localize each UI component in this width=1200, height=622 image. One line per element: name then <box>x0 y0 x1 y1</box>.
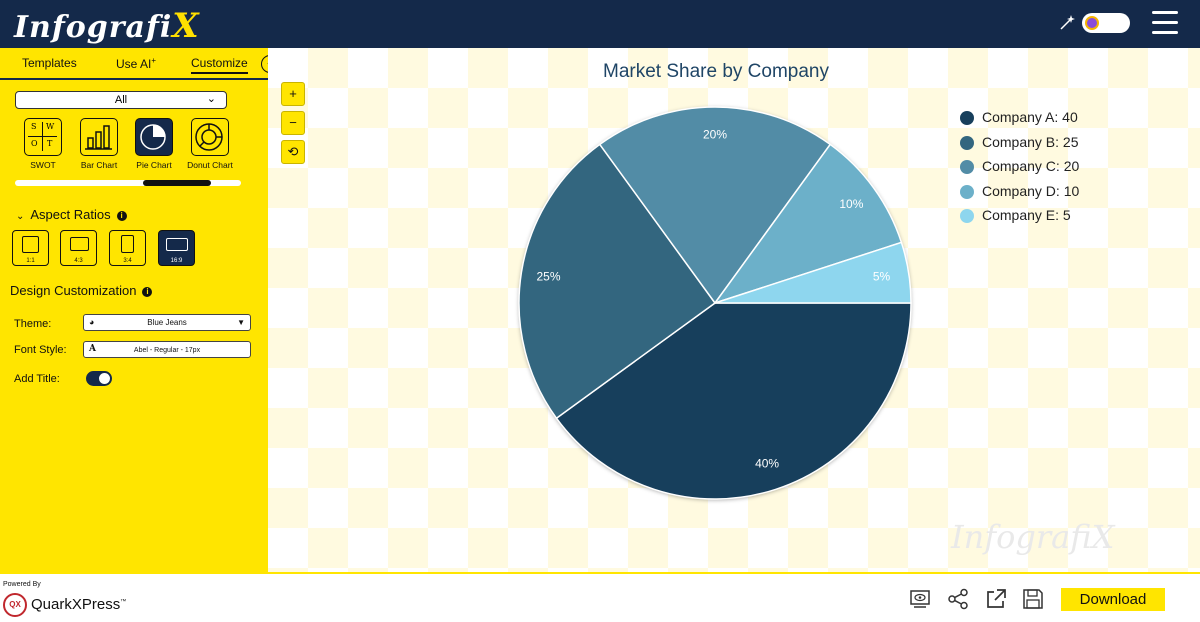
theme-label: Theme: <box>14 318 52 330</box>
slice-label: 5% <box>873 270 891 284</box>
pie-slice-company-c[interactable] <box>598 106 832 305</box>
qx-tm: ™ <box>120 599 127 605</box>
tab-use-ai[interactable]: Use AI+ <box>116 56 156 71</box>
ratio-label: 1:1 <box>26 258 35 264</box>
legend-label: Company E: 5 <box>982 207 1071 223</box>
download-button[interactable]: Download <box>1061 588 1165 611</box>
chart-filter-value: All <box>114 94 128 106</box>
bar-chart-icon <box>85 125 112 150</box>
logo-text: Infografi <box>14 10 173 45</box>
toggle-knob <box>99 373 110 384</box>
font-style-value: Abel - Regular - 17px <box>133 347 201 354</box>
ratio-1-1[interactable]: 1:1 <box>12 230 49 266</box>
sidebar: Templates Use AI+ Customize « All⌄ S W O… <box>0 48 279 572</box>
chart-type-donut[interactable] <box>191 118 229 156</box>
palette-icon: ◕ <box>89 317 95 327</box>
ratio-3-4[interactable]: 3:4 <box>109 230 146 266</box>
footer: Powered By QX QuarkXPress™ Download <box>0 572 1200 622</box>
watermark-logo: InfografiX <box>951 518 1115 556</box>
chevron-down-icon: ⌄ <box>206 93 216 105</box>
theme-toggle[interactable] <box>1082 13 1130 33</box>
legend-swatch <box>960 209 974 223</box>
logo-x: X <box>172 6 200 46</box>
pie-slice-company-b[interactable] <box>518 143 717 420</box>
tab-templates[interactable]: Templates <box>22 56 77 70</box>
font-icon: A <box>89 344 96 354</box>
chart-type-bar[interactable] <box>80 118 118 156</box>
legend-swatch <box>960 160 974 174</box>
add-title-label: Add Title: <box>14 373 60 385</box>
slice-label: 10% <box>839 197 863 211</box>
aspect-ratios-heading[interactable]: ⌄ Aspect Ratios i <box>16 207 127 222</box>
ratio-4-3[interactable]: 4:3 <box>60 230 97 266</box>
chart-type-swot[interactable]: S W O T <box>24 118 62 156</box>
ratio-label: 16:9 <box>170 258 183 264</box>
canvas[interactable]: + − ⟲ Market Share by Company 40% 25% 20% 1… <box>268 48 1200 572</box>
chevron-down-icon: ⌄ <box>16 211 25 222</box>
font-style-label: Font Style: <box>14 344 67 356</box>
chart-type-label: Bar Chart <box>80 160 118 170</box>
slice-label: 40% <box>755 456 779 470</box>
ratio-label: 4:3 <box>74 258 83 264</box>
legend-label: Company D: 10 <box>982 182 1080 199</box>
legend-label: Company A: 40 <box>982 109 1078 125</box>
swot-grid-icon: S W O T <box>25 119 60 154</box>
ai-plus: + <box>151 56 157 65</box>
donut-chart-icon <box>195 123 223 151</box>
legend-label: Company B: 25 <box>982 133 1079 150</box>
magic-wand-icon[interactable] <box>1058 14 1076 32</box>
pie-chart: 40% 25% 20% 10% 5% <box>518 106 912 500</box>
quarkxpress-text: QuarkXPress™ <box>31 596 126 613</box>
info-icon[interactable]: i <box>116 211 127 221</box>
tab-customize[interactable]: Customize <box>191 56 248 74</box>
legend-label: Company C: 20 <box>982 158 1080 174</box>
chart-type-label: Pie Chart <box>136 160 172 170</box>
legend-swatch <box>960 111 974 125</box>
chart-type-label: Donut Chart <box>187 160 233 170</box>
tab-use-ai-label: Use AI <box>116 57 152 71</box>
ratio-label: 3:4 <box>123 258 132 264</box>
pie-chart-icon <box>140 124 166 150</box>
theme-select[interactable]: ◕ Blue Jeans ▼ <box>83 314 251 331</box>
legend-swatch <box>960 184 974 199</box>
info-icon[interactable]: i <box>142 287 153 297</box>
add-title-toggle[interactable] <box>86 371 112 386</box>
app-logo[interactable]: InfografiX <box>14 6 200 46</box>
design-customization-heading: Design Customization i <box>10 283 153 298</box>
qx-text: QuarkXPress <box>31 596 121 613</box>
scrollbar-thumb[interactable] <box>143 180 211 186</box>
chart-type-pie[interactable] <box>135 118 173 156</box>
save-icon[interactable] <box>1022 588 1044 610</box>
pie-slice-company-d[interactable] <box>713 143 903 305</box>
top-bar: InfografiX <box>0 0 1200 48</box>
export-icon[interactable] <box>985 588 1007 610</box>
chart-title: Market Share by Company <box>603 61 829 82</box>
toggle-knob <box>1085 16 1099 30</box>
font-style-field[interactable]: A Abel - Regular - 17px <box>83 341 251 358</box>
pie-slice-company-e[interactable] <box>714 241 912 304</box>
aspect-ratios-title: Aspect Ratios <box>30 207 111 222</box>
chart-types-scrollbar[interactable] <box>15 180 241 186</box>
zoom-out-button[interactable]: − <box>281 111 305 135</box>
design-title: Design Customization <box>10 283 137 298</box>
legend-swatch <box>960 135 974 150</box>
quarkxpress-logo: QX <box>3 593 27 617</box>
chart-type-label: SWOT <box>30 160 56 170</box>
chart-filter-select[interactable]: All ⌄ <box>15 91 227 109</box>
reset-view-button[interactable]: ⟲ <box>281 140 305 164</box>
ratio-16-9[interactable]: 16:9 <box>158 230 195 266</box>
slice-label: 25% <box>536 270 560 284</box>
zoom-in-button[interactable]: + <box>281 82 305 106</box>
slice-label: 20% <box>703 127 727 141</box>
share-icon[interactable] <box>947 588 969 610</box>
sidebar-tabs: Templates Use AI+ Customize <box>0 48 268 80</box>
preview-icon[interactable] <box>909 588 931 610</box>
theme-value: Blue Jeans <box>147 318 187 327</box>
powered-by: Powered By <box>3 581 41 588</box>
pie-slice-company-a[interactable] <box>555 302 912 500</box>
caret-down-icon: ▼ <box>237 318 245 327</box>
menu-icon[interactable] <box>1152 11 1178 35</box>
